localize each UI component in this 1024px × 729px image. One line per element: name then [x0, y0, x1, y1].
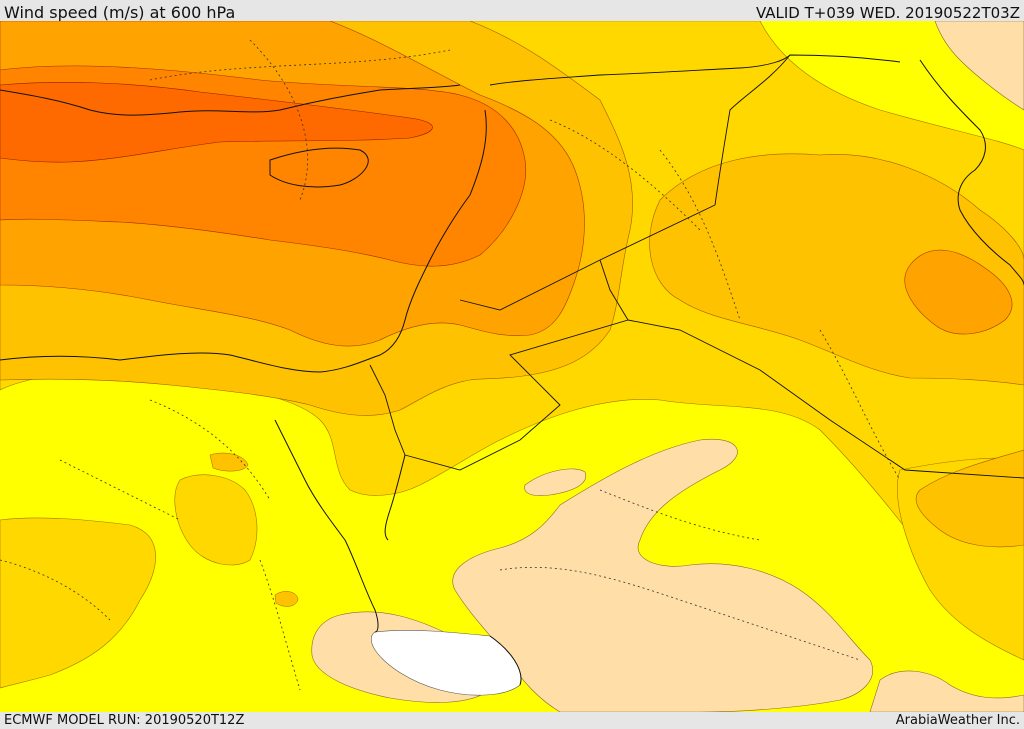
map-title: Wind speed (m/s) at 600 hPa	[4, 3, 236, 22]
internal-boundaries	[0, 39, 901, 691]
band-orange-light-iraq	[904, 249, 1013, 335]
band-peach-south-corner	[869, 670, 1024, 712]
band-gold-west	[0, 517, 156, 689]
footer-bar: ECMWF MODEL RUN: 20190520T12Z ArabiaWeat…	[0, 712, 1024, 729]
band-peach-arabia	[452, 438, 873, 712]
coastlines	[0, 59, 1024, 686]
band-peach-sinai-spot	[524, 468, 587, 496]
amber-blob-egypt	[274, 591, 299, 607]
amber-blob-sinai	[209, 452, 249, 472]
credit: ArabiaWeather Inc.	[895, 713, 1020, 728]
band-amber-east	[649, 153, 1024, 386]
band-orange-dark-core	[0, 82, 433, 163]
valid-time: VALID T+039 WED. 20190522T03Z	[755, 4, 1020, 22]
model-run: ECMWF MODEL RUN: 20190520T12Z	[4, 713, 245, 728]
header-bar: Wind speed (m/s) at 600 hPa VALID T+039 …	[0, 0, 1024, 22]
band-white-calm	[370, 630, 522, 696]
band-amber-gulf	[915, 449, 1024, 548]
band-gold-egypt	[174, 474, 258, 566]
country-borders	[369, 54, 1024, 479]
wind-speed-map	[0, 21, 1024, 712]
band-peach-northeast	[934, 21, 1024, 111]
